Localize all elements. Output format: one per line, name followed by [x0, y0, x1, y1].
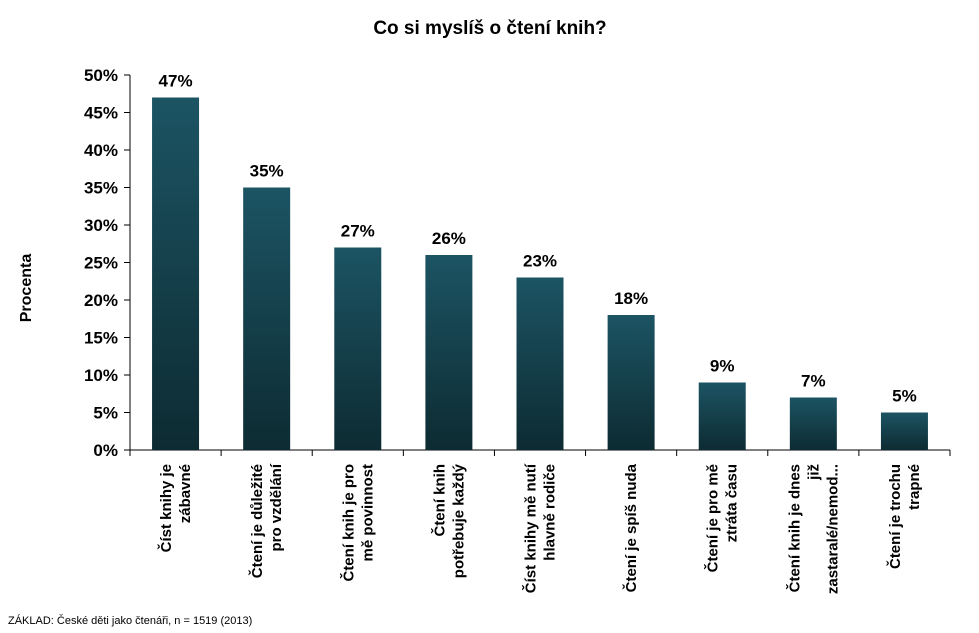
x-category-label-line: Číst knihy je: [157, 464, 175, 552]
data-label: 9%: [710, 357, 735, 376]
x-category-label-line: potřebuje každý: [450, 463, 467, 578]
y-tick-label: 25%: [84, 254, 118, 273]
bar: [425, 255, 473, 450]
x-category-label: Čtení knih je dnes již zastaralé/nemod...: [785, 464, 841, 594]
y-tick-label: 10%: [84, 366, 118, 385]
x-category-label-line: ztráta času: [724, 464, 741, 542]
data-label: 5%: [892, 387, 917, 406]
data-label: 23%: [523, 252, 557, 271]
x-category-label-line: Číst knihy mě nutí: [522, 463, 540, 593]
y-tick-label: 40%: [84, 141, 118, 160]
x-category-label-line: Čtení knih je pro: [339, 464, 357, 582]
x-category-label-line: Čtení je spíš nuda: [622, 463, 640, 592]
x-category-label: Čtení knih potřebuje každý: [430, 463, 467, 578]
x-category-label-line: Čtení je pro mě: [704, 464, 722, 572]
x-category-label-line: Čtení je trochu: [886, 464, 904, 569]
y-tick-label: 45%: [84, 104, 118, 123]
x-category-label-line: Čtení knih je dnes: [785, 464, 803, 592]
x-category-label: Čtení je trochu trapné: [886, 464, 923, 569]
x-category-label: Čtení je důležité pro vzdělání: [248, 463, 285, 578]
data-label: 26%: [432, 229, 466, 248]
x-category-label-line: mě povinnost: [359, 464, 376, 562]
data-label: 35%: [250, 162, 284, 181]
y-tick-label: 15%: [84, 329, 118, 348]
y-tick-label: 30%: [84, 216, 118, 235]
data-label: 27%: [341, 222, 375, 241]
y-tick-label: 20%: [84, 291, 118, 310]
footnote: ZÁKLAD: České děti jako čtenáři, n = 151…: [8, 614, 252, 627]
x-category-label-line: zábavné: [177, 464, 194, 523]
x-category-label: Číst knihy mě nutí hlavně rodiče: [522, 463, 559, 593]
x-category-label-line: trapné: [906, 464, 923, 510]
x-category-label: Čtení je spíš nuda: [622, 463, 640, 592]
bar: [516, 277, 564, 450]
y-tick-label: 50%: [84, 66, 118, 85]
bar: [880, 412, 928, 450]
y-tick-label: 5%: [93, 404, 118, 423]
data-label: 7%: [801, 372, 826, 391]
x-category-label: Číst knihy je zábavné: [157, 464, 194, 552]
x-category-label-line: Čtení je důležité: [248, 464, 266, 578]
data-label: 47%: [159, 72, 193, 91]
x-category-label-line: Čtení knih: [430, 464, 448, 537]
x-category-label-line: zastaralé/nemod...: [824, 464, 841, 594]
bar: [243, 187, 291, 450]
x-category-label-line: hlavně rodiče: [542, 464, 559, 561]
bar: [152, 97, 200, 450]
x-category-label-line: již: [805, 464, 822, 481]
data-label: 18%: [614, 289, 648, 308]
chart-title: Co si myslíš o čtení knih?: [373, 18, 606, 39]
x-category-label: Čtení knih je pro mě povinnost: [339, 464, 376, 582]
x-category-label-line: pro vzdělání: [268, 463, 285, 551]
x-category-label: Čtení je pro mě ztráta času: [704, 464, 741, 572]
y-tick-label: 0%: [93, 441, 118, 460]
y-axis-label: Procenta: [18, 254, 35, 323]
bar: [607, 315, 655, 450]
y-tick-label: 35%: [84, 179, 118, 198]
bar: [334, 247, 382, 450]
bar: [789, 397, 837, 450]
bar: [698, 382, 746, 450]
